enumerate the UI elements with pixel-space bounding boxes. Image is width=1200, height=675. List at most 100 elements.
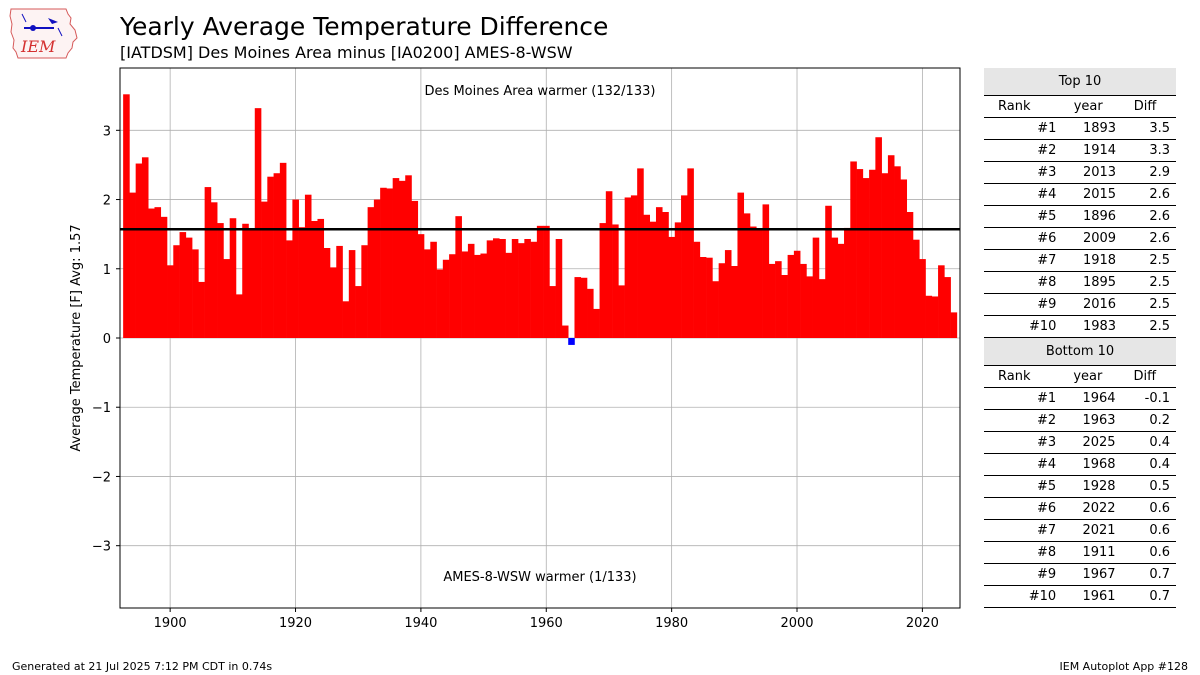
bar-1962 <box>555 239 563 338</box>
bar-1917 <box>273 173 281 338</box>
bar-1985 <box>699 257 707 338</box>
bar-1915 <box>261 201 268 338</box>
bar-2003 <box>812 237 820 338</box>
bar-1980 <box>668 236 676 338</box>
table-row: #2 1963 0.2 <box>984 409 1176 432</box>
bar-1909 <box>223 259 231 338</box>
bar-1943 <box>436 269 444 338</box>
bar-1919 <box>286 240 293 338</box>
bar-1937 <box>398 180 406 338</box>
table-row: #6 2022 0.6 <box>984 497 1176 520</box>
bar-1991 <box>737 192 745 338</box>
table-row: #9 2016 2.5 <box>984 293 1176 316</box>
table-row: #7 2021 0.6 <box>984 519 1176 542</box>
table-row: #6 2009 2.6 <box>984 227 1176 250</box>
bar-1897 <box>148 208 155 338</box>
bar-1969 <box>599 223 607 338</box>
bar-1949 <box>474 254 481 338</box>
bar-1994 <box>756 229 763 338</box>
bar-2009 <box>850 161 857 338</box>
bar-1906 <box>204 187 212 338</box>
bar-1932 <box>367 207 375 338</box>
bar-2017 <box>900 179 908 338</box>
bar-1978 <box>655 207 663 338</box>
bar-1938 <box>405 175 412 338</box>
bar-1999 <box>787 254 795 338</box>
bar-1955 <box>511 239 519 338</box>
bar-2015 <box>887 155 895 338</box>
table-row: #4 2015 2.6 <box>984 183 1176 206</box>
bar-1984 <box>693 241 701 338</box>
x-tick-label: 2000 <box>780 616 813 631</box>
bottom10-title: Bottom 10 <box>984 338 1176 366</box>
bar-2019 <box>912 239 920 338</box>
table-row: #7 1918 2.5 <box>984 249 1176 272</box>
bar-1911 <box>235 294 243 338</box>
bar-1921 <box>298 227 306 338</box>
bar-2018 <box>906 212 914 338</box>
bar-1995 <box>762 204 770 338</box>
y-tick-label: 1 <box>103 263 111 278</box>
bar-2006 <box>831 237 839 338</box>
table-row: #10 1983 2.5 <box>984 315 1176 338</box>
bar-1966 <box>580 277 588 338</box>
bar-1951 <box>486 240 494 338</box>
bar-2008 <box>844 227 851 338</box>
bar-1961 <box>549 286 556 338</box>
bar-1947 <box>461 251 469 338</box>
bar-1970 <box>605 191 613 338</box>
bar-2025 <box>950 312 958 338</box>
bar-1895 <box>135 163 143 338</box>
table-row: #4 1968 0.4 <box>984 453 1176 476</box>
bar-1916 <box>267 176 274 338</box>
bar-2022 <box>931 296 939 338</box>
table-row: #3 2013 2.9 <box>984 161 1176 184</box>
x-tick-label: 1900 <box>154 616 187 631</box>
bar-1971 <box>612 224 619 338</box>
bar-1894 <box>129 192 136 338</box>
table-row: #1 1893 3.5 <box>984 117 1176 140</box>
bar-1923 <box>311 221 318 338</box>
bar-2024 <box>944 277 951 338</box>
bar-1953 <box>499 239 506 338</box>
bar-1992 <box>743 213 751 338</box>
bar-2007 <box>837 243 845 338</box>
y-tick-label: −3 <box>92 540 111 555</box>
bar-1907 <box>210 202 218 338</box>
table-row: #8 1911 0.6 <box>984 541 1176 564</box>
bar-1976 <box>643 214 651 338</box>
annotation-top: Des Moines Area warmer (132/133) <box>425 84 656 99</box>
bar-chart: 1900 1920 1940 1960 1980 2000 2020 −3 −2 −1 0 1 2 3 D… <box>69 67 961 631</box>
y-tick-label: 0 <box>103 332 111 347</box>
bar-1973 <box>624 197 632 338</box>
bar-1946 <box>455 216 462 338</box>
bar-1927 <box>336 245 343 338</box>
bar-1958 <box>530 241 538 338</box>
table-row: #8 1895 2.5 <box>984 271 1176 294</box>
col-diff-header: Diff <box>1120 95 1176 118</box>
bar-1900 <box>167 265 174 338</box>
bar-1954 <box>505 252 513 338</box>
bar-1975 <box>637 168 644 338</box>
bar-1989 <box>724 250 732 338</box>
bar-1925 <box>323 248 331 338</box>
col-rank-header: Rank <box>984 365 1061 388</box>
bar-1902 <box>179 232 187 338</box>
col-diff-header: Diff <box>1119 365 1176 388</box>
bar-1950 <box>480 253 488 338</box>
bar-2016 <box>894 166 901 338</box>
bottom10-table: Bottom 10 Rank year Diff #1 1964 -0.1 #2 19… <box>984 338 1176 608</box>
bar-1926 <box>330 267 337 338</box>
bar-1922 <box>304 194 312 338</box>
bar-1893 <box>123 94 130 338</box>
bar-1981 <box>674 222 682 338</box>
col-year-header: year <box>1060 365 1120 388</box>
annotation-bottom: AMES-8-WSW warmer (1/133) <box>443 570 636 585</box>
bar-1988 <box>718 263 726 338</box>
bar-1997 <box>775 261 782 338</box>
col-year-header: year <box>1060 95 1121 118</box>
bar-1967 <box>587 288 594 338</box>
table-row: #9 1967 0.7 <box>984 563 1176 586</box>
table-row: #2 1914 3.3 <box>984 139 1176 162</box>
bar-1959 <box>536 225 544 338</box>
